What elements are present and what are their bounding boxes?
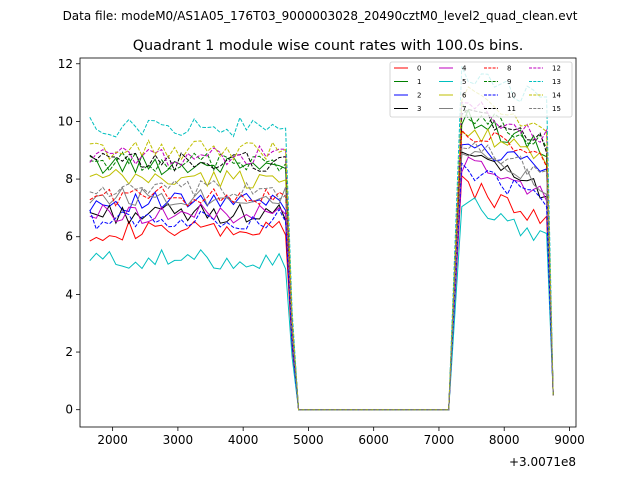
y-tick-label: 6 bbox=[65, 230, 73, 244]
series-layer bbox=[89, 66, 554, 411]
series-line-15 bbox=[89, 141, 554, 411]
legend-label-4: 4 bbox=[462, 65, 467, 73]
series-line-10 bbox=[89, 162, 554, 411]
legend-label-14: 14 bbox=[552, 92, 561, 100]
x-tick-label: 7000 bbox=[424, 433, 455, 447]
y-tick-label: 10 bbox=[58, 114, 73, 128]
series-line-2 bbox=[89, 143, 554, 411]
series-line-3 bbox=[89, 151, 554, 411]
axes-frame bbox=[79, 57, 577, 428]
legend-label-15: 15 bbox=[552, 105, 561, 113]
legend-label-2: 2 bbox=[417, 92, 421, 100]
x-tick-label: 6000 bbox=[358, 433, 389, 447]
suptitle: Data file: modeM0/AS1A05_176T03_90000030… bbox=[63, 9, 578, 23]
series-line-11 bbox=[89, 108, 554, 411]
y-tick-label: 12 bbox=[58, 57, 73, 71]
series-line-6 bbox=[89, 127, 554, 411]
legend-label-3: 3 bbox=[417, 105, 421, 113]
series-line-4 bbox=[89, 156, 554, 411]
plot-area bbox=[79, 57, 577, 428]
legend-label-9: 9 bbox=[507, 78, 511, 86]
legend-label-13: 13 bbox=[552, 78, 561, 86]
x-tick-label: 3000 bbox=[163, 433, 194, 447]
chart-title: Quadrant 1 module wise count rates with … bbox=[133, 38, 524, 54]
legend-label-7: 7 bbox=[462, 105, 466, 113]
series-line-5 bbox=[89, 197, 554, 411]
series-line-8 bbox=[89, 128, 554, 411]
x-tick-label: 4000 bbox=[228, 433, 259, 447]
y-tick-label: 0 bbox=[65, 403, 73, 417]
legend-label-1: 1 bbox=[417, 78, 421, 86]
legend-label-11: 11 bbox=[507, 105, 516, 113]
legend-label-5: 5 bbox=[462, 78, 466, 86]
series-line-12 bbox=[89, 101, 554, 411]
y-tick-label: 4 bbox=[65, 287, 73, 301]
x-offset-label: +3.0071e8 bbox=[509, 455, 576, 469]
series-line-0 bbox=[89, 174, 554, 411]
x-axis: 2000 3000 4000 5000 6000 7000 8000 9000 bbox=[97, 427, 585, 447]
legend-label-12: 12 bbox=[552, 65, 561, 73]
legend-label-6: 6 bbox=[462, 92, 467, 100]
y-tick-label: 2 bbox=[65, 345, 73, 359]
legend-label-0: 0 bbox=[417, 65, 421, 73]
legend-label-8: 8 bbox=[507, 65, 511, 73]
series-line-9 bbox=[89, 101, 554, 411]
y-tick-label: 8 bbox=[65, 172, 73, 186]
x-tick-label: 9000 bbox=[554, 433, 585, 447]
legend-label-10: 10 bbox=[507, 92, 516, 100]
series-line-7 bbox=[89, 150, 554, 411]
x-tick-label: 8000 bbox=[489, 433, 520, 447]
y-axis: 0 2 4 6 8 10 12 bbox=[58, 57, 80, 417]
legend-frame bbox=[389, 61, 573, 118]
x-tick-label: 2000 bbox=[97, 433, 128, 447]
x-tick-label: 5000 bbox=[293, 433, 324, 447]
